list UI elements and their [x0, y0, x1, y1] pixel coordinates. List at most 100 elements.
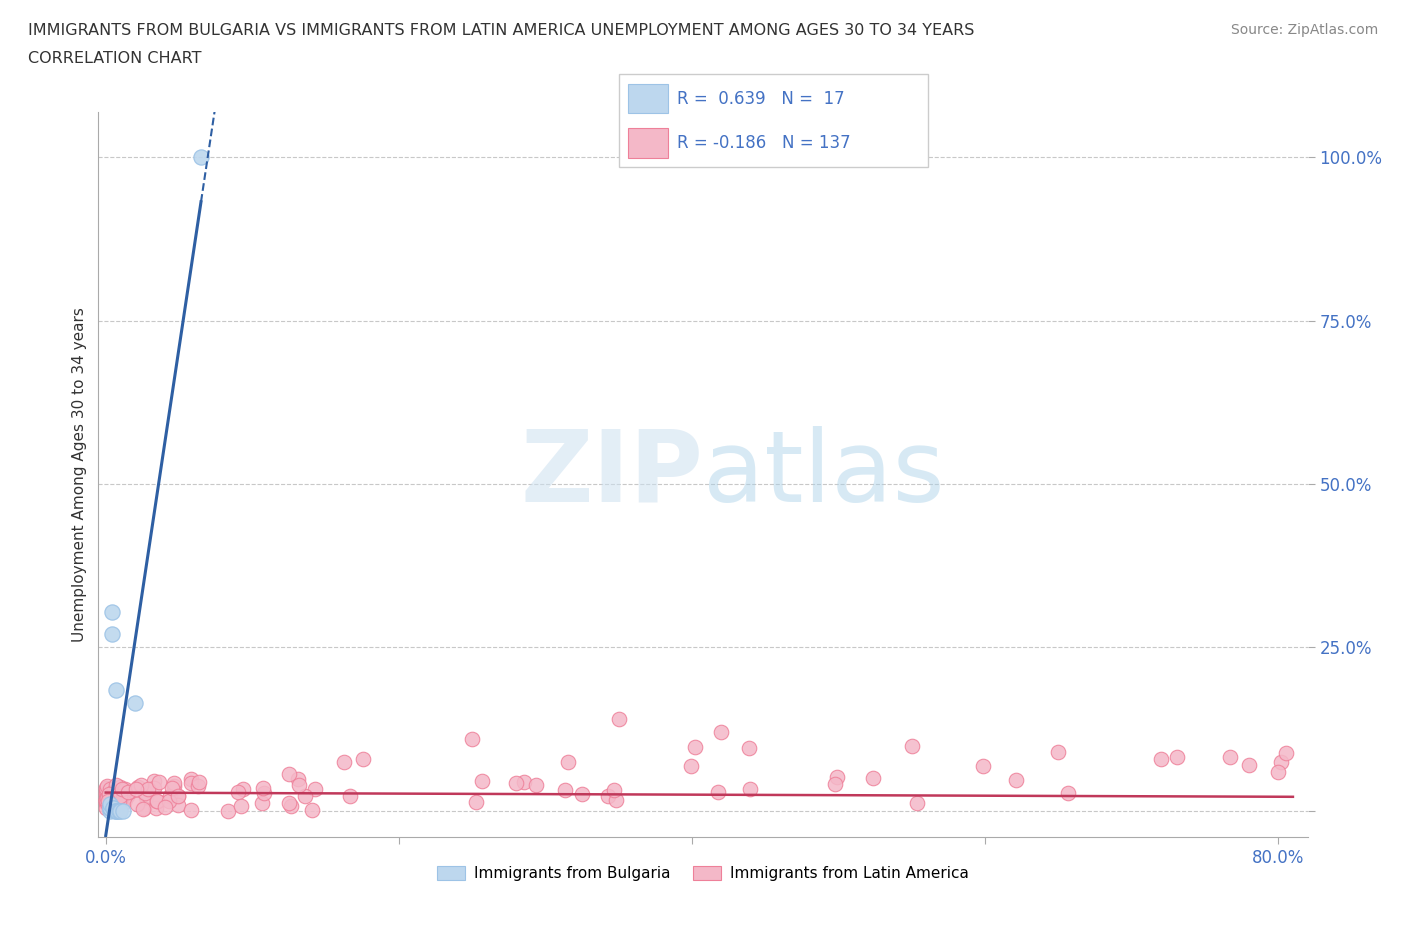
Point [159, 789, 181, 804]
Point [108, 789, 131, 804]
Point [103, 793, 125, 808]
Point [96, 787, 118, 802]
Point [280, 799, 302, 814]
Point [114, 781, 136, 796]
Point [605, 792, 627, 807]
Point [339, 789, 361, 804]
Point [94, 785, 117, 800]
Point [167, 789, 190, 804]
FancyBboxPatch shape [628, 84, 668, 113]
Point [98, 800, 121, 815]
Point [163, 776, 186, 790]
Point [96, 794, 118, 809]
Point [100, 604, 122, 619]
Point [117, 789, 139, 804]
Point [124, 696, 146, 711]
FancyBboxPatch shape [619, 74, 928, 167]
Point [862, 771, 884, 786]
Point [125, 782, 148, 797]
Point [167, 789, 190, 804]
Point [707, 785, 730, 800]
Point [96, 795, 118, 810]
Point [167, 798, 190, 813]
Point [157, 793, 180, 808]
Point [278, 767, 301, 782]
Point [98, 797, 121, 812]
Point [103, 804, 125, 818]
Point [104, 800, 127, 815]
Point [107, 788, 129, 803]
Point [143, 773, 166, 788]
Point [96, 795, 118, 810]
Point [111, 781, 134, 796]
Point [125, 797, 148, 812]
Point [554, 782, 576, 797]
Point [105, 785, 128, 800]
Point [129, 777, 152, 792]
Point [1166, 750, 1188, 764]
Point [136, 782, 159, 797]
Point [96, 793, 118, 808]
Point [253, 785, 276, 800]
Point [108, 795, 131, 810]
Point [288, 777, 311, 792]
Point [114, 785, 136, 800]
Point [96, 778, 118, 793]
Point [108, 803, 131, 817]
Point [107, 795, 129, 810]
Point [278, 795, 301, 810]
Point [132, 801, 155, 816]
Point [101, 795, 124, 810]
Point [1005, 773, 1028, 788]
Point [250, 795, 273, 810]
Point [301, 803, 323, 817]
Point [101, 801, 124, 816]
Point [114, 794, 136, 809]
Legend: Immigrants from Bulgaria, Immigrants from Latin America: Immigrants from Bulgaria, Immigrants fro… [432, 860, 974, 887]
Point [1270, 755, 1292, 770]
Point [1047, 745, 1070, 760]
Point [96, 788, 118, 803]
Point [825, 770, 848, 785]
Point [96, 785, 118, 800]
Point [505, 776, 527, 790]
Point [1057, 786, 1080, 801]
Point [188, 774, 211, 789]
Point [1237, 758, 1260, 773]
Point [603, 782, 626, 797]
Point [94, 780, 117, 795]
Point [1150, 751, 1173, 766]
Point [524, 777, 547, 792]
Point [901, 738, 924, 753]
Point [108, 800, 131, 815]
Point [304, 782, 326, 797]
Point [114, 783, 136, 798]
Point [332, 755, 354, 770]
Point [163, 778, 186, 793]
Point [127, 779, 149, 794]
Point [96, 796, 118, 811]
Point [117, 785, 139, 800]
Point [110, 804, 132, 818]
Point [108, 779, 131, 794]
Point [352, 751, 374, 766]
Point [461, 732, 484, 747]
Text: ZIP: ZIP [520, 426, 703, 523]
Point [294, 789, 316, 804]
Point [96, 790, 118, 805]
Point [710, 725, 733, 740]
Point [132, 802, 155, 817]
Point [100, 627, 122, 642]
Point [101, 800, 124, 815]
Point [1275, 746, 1298, 761]
Point [108, 788, 131, 803]
Point [100, 800, 122, 815]
Text: atlas: atlas [703, 426, 945, 523]
Point [143, 780, 166, 795]
Text: CORRELATION CHART: CORRELATION CHART [28, 51, 201, 66]
Point [108, 804, 131, 818]
Point [231, 799, 253, 814]
Point [96, 792, 118, 807]
Point [160, 780, 183, 795]
Point [96, 787, 118, 802]
